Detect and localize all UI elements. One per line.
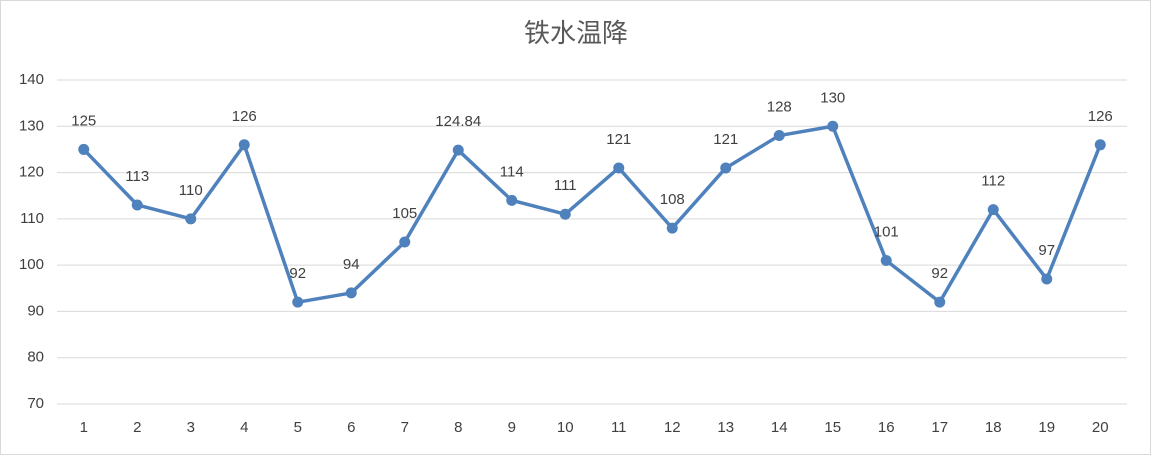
y-tick-label: 130 (19, 117, 44, 134)
x-tick-label: 6 (347, 419, 355, 436)
data-label: 128 (767, 99, 792, 116)
data-label: 121 (713, 131, 738, 148)
data-label: 126 (232, 108, 257, 125)
marker (934, 296, 946, 308)
y-tick-label: 110 (20, 210, 44, 227)
marker (131, 199, 143, 211)
data-label: 124.84 (435, 113, 481, 130)
marker (666, 222, 678, 234)
marker (345, 287, 357, 299)
x-tick-label: 3 (187, 419, 195, 436)
data-label: 121 (606, 131, 631, 148)
data-label: 105 (392, 205, 417, 222)
data-label: 94 (343, 256, 360, 273)
y-tick-label: 70 (27, 395, 44, 412)
data-label: 113 (125, 168, 149, 185)
x-tick-label: 13 (717, 419, 734, 436)
marker (880, 255, 892, 267)
marker (292, 296, 304, 308)
x-tick-label: 2 (133, 419, 141, 436)
y-tick-label: 140 (19, 71, 44, 88)
marker (987, 204, 999, 216)
x-tick-label: 5 (294, 419, 302, 436)
x-tick-label: 10 (557, 419, 574, 436)
data-label: 108 (660, 191, 685, 208)
data-label: 126 (1088, 108, 1113, 125)
x-tick-label: 16 (878, 419, 895, 436)
data-label: 110 (179, 182, 203, 199)
data-label: 97 (1038, 242, 1055, 259)
marker (559, 208, 571, 220)
marker (827, 120, 839, 132)
x-tick-label: 14 (771, 419, 788, 436)
x-tick-label: 12 (664, 419, 681, 436)
data-label: 114 (500, 163, 524, 180)
x-tick-label: 19 (1038, 419, 1055, 436)
data-label: 130 (820, 89, 845, 106)
data-label: 92 (931, 265, 948, 282)
y-tick-label: 90 (27, 302, 44, 319)
marker (238, 139, 250, 151)
data-label: 125 (71, 112, 96, 129)
x-tick-label: 9 (508, 419, 516, 436)
data-label: 101 (874, 223, 899, 240)
x-tick-label: 4 (240, 419, 248, 436)
marker (1041, 273, 1053, 285)
marker (506, 194, 518, 206)
x-tick-label: 1 (80, 419, 88, 436)
x-tick-label: 7 (401, 419, 409, 436)
marker (399, 236, 411, 248)
x-tick-label: 8 (454, 419, 462, 436)
x-tick-label: 18 (985, 419, 1002, 436)
y-tick-label: 80 (27, 349, 44, 366)
marker (773, 130, 785, 142)
y-tick-label: 120 (19, 164, 44, 181)
line (82, 124, 1102, 304)
marker (185, 213, 197, 225)
x-tick-label: 15 (824, 419, 841, 436)
marker (1094, 139, 1106, 151)
x-tick-label: 11 (611, 419, 627, 436)
marker (720, 162, 732, 174)
marker (78, 143, 90, 155)
x-tick-label: 17 (931, 419, 948, 436)
data-label: 111 (554, 177, 577, 194)
y-tick-label: 100 (19, 256, 44, 273)
marker (613, 162, 625, 174)
marker (452, 144, 464, 156)
data-label: 112 (981, 173, 1005, 190)
x-tick-label: 20 (1092, 419, 1109, 436)
data-label: 92 (289, 265, 306, 282)
chart-title: 铁水温降 (524, 18, 628, 48)
